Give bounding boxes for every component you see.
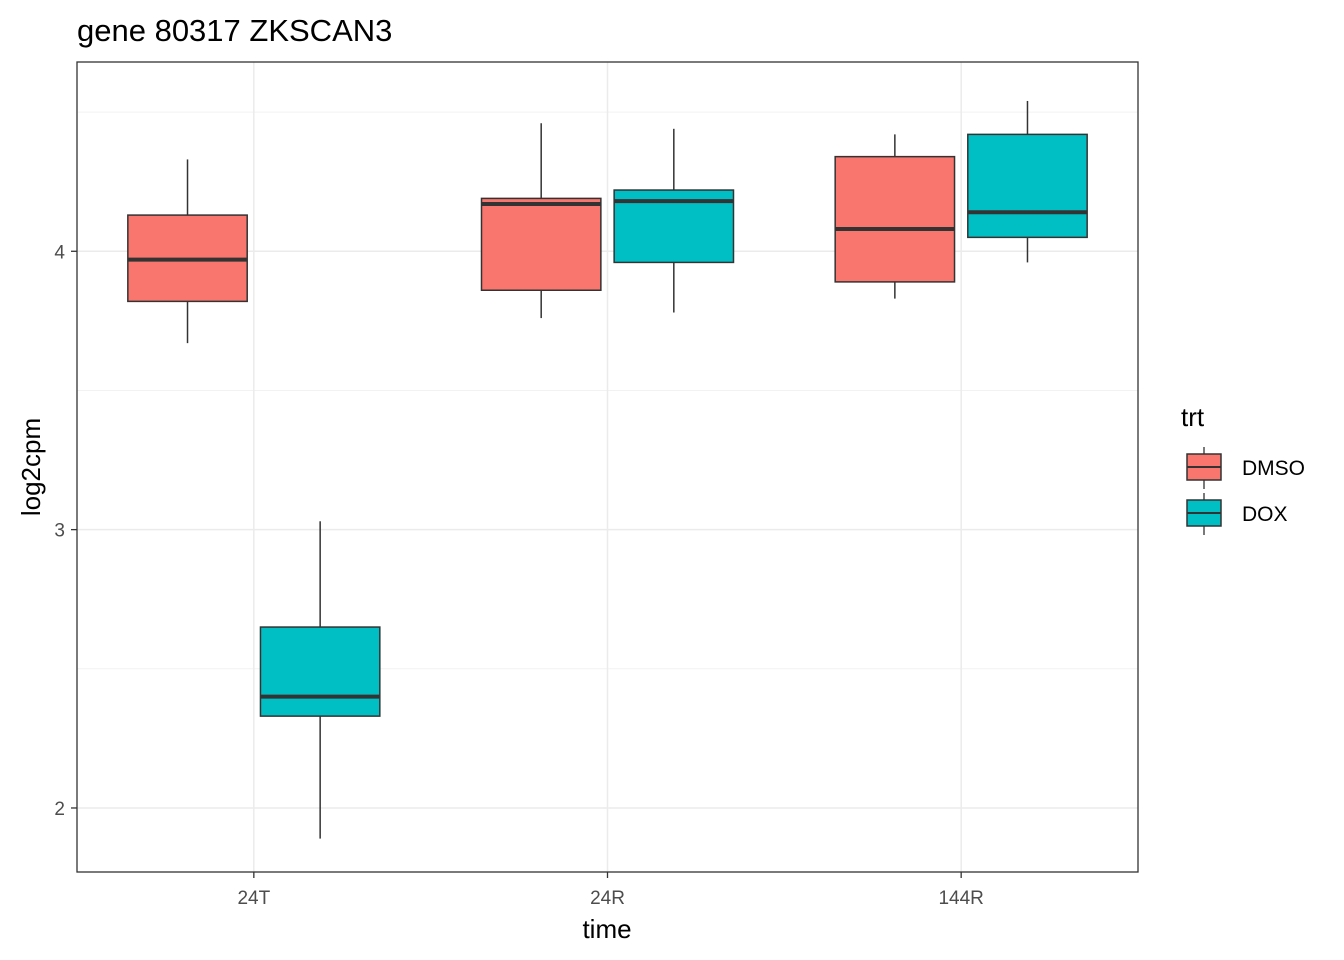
box-dmso-144r <box>834 134 956 299</box>
y-tick-label: 4 <box>54 242 65 263</box>
box-dmso-24r <box>480 123 602 319</box>
boxes <box>127 100 1088 839</box>
grid-lines <box>77 62 1138 872</box>
box-iqr <box>834 155 956 283</box>
axes: 2 3 4 24T 24R 144R <box>54 242 983 909</box>
box-dox-24r <box>613 128 735 313</box>
y-tick-label: 3 <box>54 521 65 542</box>
legend-label: DOX <box>1242 503 1288 526</box>
legend-item-dmso: DMSO <box>1186 447 1305 489</box>
chart-title: gene 80317 ZKSCAN3 <box>77 13 392 48</box>
x-axis-title: time <box>582 914 631 944</box>
x-tick-label: 24T <box>237 888 270 909</box>
y-axis-title: log2cpm <box>16 418 46 516</box>
box-iqr <box>967 133 1088 239</box>
box-iqr <box>480 197 602 291</box>
legend-label: DMSO <box>1242 457 1305 480</box>
x-tick-label: 24R <box>590 888 625 909</box>
box-iqr <box>259 626 381 717</box>
box-dox-24t <box>259 521 381 839</box>
legend-item-dox: DOX <box>1186 493 1288 535</box>
box-dox-144r <box>967 100 1088 263</box>
legend: trt DMSO DOX <box>1181 402 1305 535</box>
box-dmso-24t <box>127 159 248 344</box>
y-tick-label: 2 <box>54 799 65 820</box>
legend-title: trt <box>1181 402 1205 432</box>
x-tick-label: 144R <box>938 888 983 909</box>
